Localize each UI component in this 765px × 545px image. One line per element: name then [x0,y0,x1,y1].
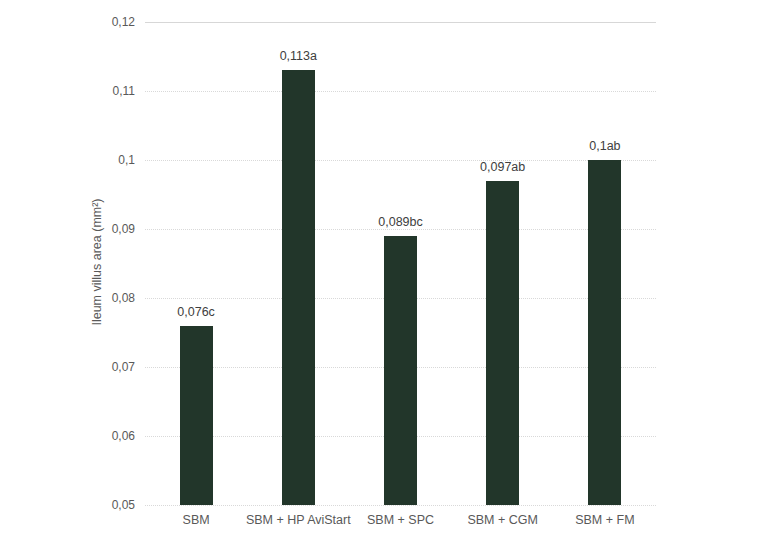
bar-1 [180,326,213,505]
y-tick-label: 0,06 [80,429,135,443]
bar-chart-figure: Ileum villus area (mm²) 0,120,110,10,090… [0,0,765,545]
bar-value-label: 0,076c [136,305,256,320]
bar-value-label: 0,113a [238,49,358,64]
bar-2 [282,70,315,505]
y-tick-label: 0,08 [80,291,135,305]
x-category-label: SBM + FM [525,513,685,528]
y-axis-title: Ileum villus area (mm²) [90,162,108,362]
y-tick-label: 0,05 [80,498,135,512]
plot-area: 0,120,110,10,090,080,070,060,050,076cSBM… [145,22,656,505]
y-tick-label: 0,09 [80,222,135,236]
gridline [145,160,656,161]
bar-value-label: 0,089bc [341,215,461,230]
gridline [145,22,656,23]
bar-3 [384,236,417,505]
y-tick-label: 0,12 [80,15,135,29]
bar-4 [486,181,519,505]
bar-value-label: 0,097ab [443,160,563,175]
y-tick-label: 0,07 [80,360,135,374]
y-tick-label: 0,11 [80,84,135,98]
bar-5 [588,160,621,505]
gridline [145,505,656,506]
gridline [145,91,656,92]
bar-value-label: 0,1ab [545,139,665,154]
y-tick-label: 0,1 [80,153,135,167]
